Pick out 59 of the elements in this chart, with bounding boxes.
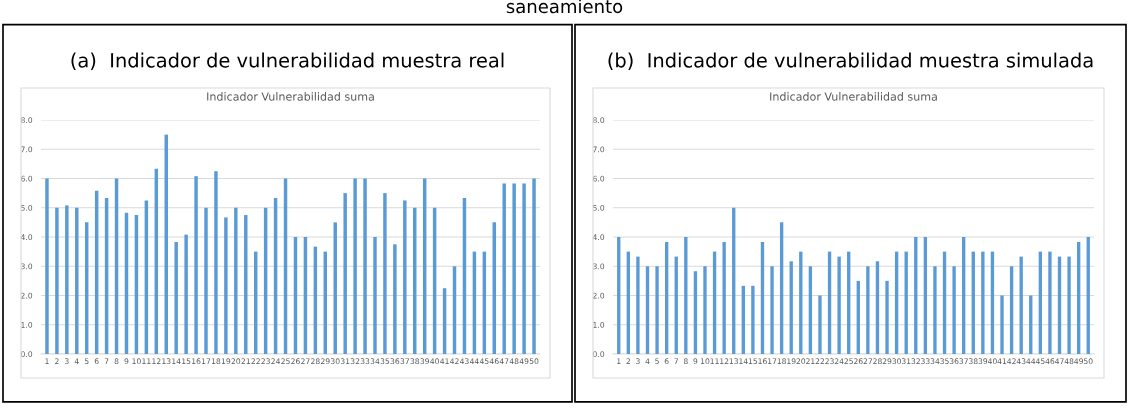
bar [617,237,621,354]
bar [779,222,784,354]
bar [204,207,208,354]
chart-title: (b) Indicador de vulnerabilidad muestra simulada [608,52,1093,70]
bar [818,295,822,354]
bar [373,237,377,354]
bar [923,237,928,354]
bar [512,183,516,354]
bar [174,241,178,354]
bar [952,266,956,354]
bar [45,178,49,354]
bar [532,178,536,354]
bar [1009,266,1014,354]
bar [522,183,526,354]
bar [703,266,707,354]
bar [636,256,640,354]
chart-subtitle: Indicador Vulnerabilidad suma [207,92,374,101]
chart-subtitle: Indicador Vulnerabilidad suma [770,92,937,101]
bar [655,266,659,354]
bar [1000,295,1004,354]
bar [244,215,248,354]
bar [234,207,238,354]
bar [383,193,387,354]
bar [866,266,870,354]
bar [914,237,918,354]
text: saneamiento [506,0,623,14]
bar [55,207,59,354]
bar [837,256,841,354]
bar [751,285,755,354]
bar [693,271,698,354]
bar [722,241,726,354]
bar [343,193,347,354]
bar [770,266,774,354]
bar [645,266,650,354]
bar [214,171,218,354]
bar [1029,295,1033,354]
bar [933,266,937,354]
bar [403,200,407,354]
bar [363,178,367,354]
bar [789,261,793,354]
bar [981,251,985,354]
bar [353,178,357,354]
bar [1048,251,1052,354]
bar [75,207,79,354]
bar [393,244,397,354]
bar [502,183,506,354]
bar [333,222,337,354]
bar [1086,237,1090,354]
bar [224,217,228,354]
bar [184,234,188,354]
bar [875,261,880,354]
bar [808,266,813,354]
bar [1067,256,1071,354]
bar [65,205,69,354]
bar [194,176,198,354]
bar [885,280,889,354]
bar [962,237,966,354]
bar [684,237,688,354]
chart-title: (a) Indicador de vulnerabilidad muestra real [71,52,504,70]
